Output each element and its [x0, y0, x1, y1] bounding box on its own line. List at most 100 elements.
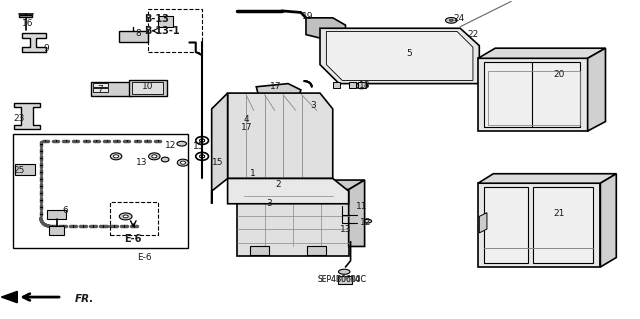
Bar — [93, 88, 108, 92]
Text: FR.: FR. — [75, 293, 94, 304]
Ellipse shape — [445, 18, 457, 23]
Ellipse shape — [119, 213, 132, 220]
Bar — [93, 83, 108, 87]
Ellipse shape — [113, 155, 118, 158]
Text: 12: 12 — [164, 141, 176, 150]
Polygon shape — [306, 18, 346, 39]
Text: 7: 7 — [97, 85, 103, 94]
Text: 13: 13 — [340, 225, 351, 234]
Text: 25: 25 — [13, 166, 25, 175]
Text: 18: 18 — [359, 81, 371, 90]
Bar — [13, 134, 188, 248]
Ellipse shape — [449, 19, 453, 21]
Text: 15: 15 — [193, 142, 205, 151]
Polygon shape — [212, 93, 228, 204]
Bar — [15, 164, 35, 175]
Polygon shape — [478, 58, 588, 131]
Ellipse shape — [148, 153, 160, 160]
Bar — [250, 247, 269, 255]
Bar — [237, 189, 349, 256]
Bar — [49, 226, 65, 235]
Ellipse shape — [152, 155, 157, 158]
Bar — [119, 32, 148, 42]
Bar — [129, 80, 167, 96]
Text: 21: 21 — [553, 209, 564, 218]
Polygon shape — [228, 178, 349, 204]
Text: 22: 22 — [467, 30, 479, 39]
Text: 5: 5 — [406, 49, 412, 58]
Ellipse shape — [304, 182, 317, 188]
Polygon shape — [228, 93, 333, 178]
Ellipse shape — [123, 215, 128, 218]
Bar — [338, 276, 352, 284]
Ellipse shape — [31, 41, 36, 44]
Ellipse shape — [234, 125, 237, 127]
Polygon shape — [600, 174, 616, 267]
Bar — [484, 187, 528, 263]
Polygon shape — [588, 48, 605, 131]
Polygon shape — [478, 174, 616, 183]
Polygon shape — [22, 33, 46, 52]
Bar — [333, 82, 340, 88]
Bar — [132, 82, 163, 94]
Bar — [157, 16, 173, 27]
Text: 11: 11 — [356, 203, 367, 211]
Bar — [349, 82, 356, 88]
Bar — [19, 15, 32, 17]
Ellipse shape — [308, 182, 313, 185]
Ellipse shape — [177, 159, 189, 166]
Text: 17: 17 — [269, 82, 281, 91]
Ellipse shape — [364, 219, 372, 223]
Bar — [91, 82, 132, 96]
Bar — [484, 62, 580, 127]
Polygon shape — [256, 84, 301, 104]
Ellipse shape — [232, 124, 240, 128]
Text: 19: 19 — [301, 12, 313, 21]
Text: 6: 6 — [62, 206, 68, 215]
Text: SEP4B0600C: SEP4B0600C — [318, 275, 367, 284]
Polygon shape — [349, 180, 365, 247]
Text: 2: 2 — [276, 180, 282, 189]
Ellipse shape — [180, 161, 186, 164]
Text: 17: 17 — [241, 123, 252, 132]
Ellipse shape — [161, 157, 169, 162]
Polygon shape — [479, 213, 487, 233]
Polygon shape — [478, 183, 600, 267]
Ellipse shape — [54, 229, 60, 233]
Polygon shape — [478, 48, 605, 58]
Text: E-6: E-6 — [138, 253, 152, 262]
Bar — [47, 210, 67, 219]
Ellipse shape — [355, 82, 368, 89]
Text: 12: 12 — [360, 218, 372, 227]
Ellipse shape — [339, 269, 350, 274]
Text: 4: 4 — [243, 115, 249, 124]
Text: 8: 8 — [136, 28, 141, 38]
Ellipse shape — [381, 52, 406, 62]
Text: 15: 15 — [212, 158, 224, 167]
Polygon shape — [320, 28, 479, 84]
Polygon shape — [14, 103, 40, 130]
Polygon shape — [259, 169, 304, 191]
Text: 10: 10 — [142, 82, 154, 91]
Ellipse shape — [177, 141, 186, 146]
Ellipse shape — [257, 182, 262, 185]
Polygon shape — [1, 291, 17, 303]
Polygon shape — [237, 180, 365, 189]
Ellipse shape — [253, 182, 266, 188]
Text: 1: 1 — [250, 169, 256, 178]
Ellipse shape — [352, 224, 362, 229]
Text: 9: 9 — [43, 44, 49, 53]
Ellipse shape — [21, 168, 29, 172]
Bar — [307, 247, 326, 255]
Ellipse shape — [358, 83, 365, 87]
Ellipse shape — [24, 114, 30, 118]
Text: 14: 14 — [350, 275, 362, 284]
Text: 13: 13 — [136, 158, 147, 167]
Ellipse shape — [110, 153, 122, 160]
Text: 20: 20 — [553, 70, 564, 78]
Ellipse shape — [577, 53, 585, 57]
Text: B-13
B-13-1: B-13 B-13-1 — [144, 14, 180, 36]
Text: 3: 3 — [266, 199, 272, 208]
Text: 23: 23 — [13, 114, 25, 123]
Polygon shape — [326, 32, 473, 80]
